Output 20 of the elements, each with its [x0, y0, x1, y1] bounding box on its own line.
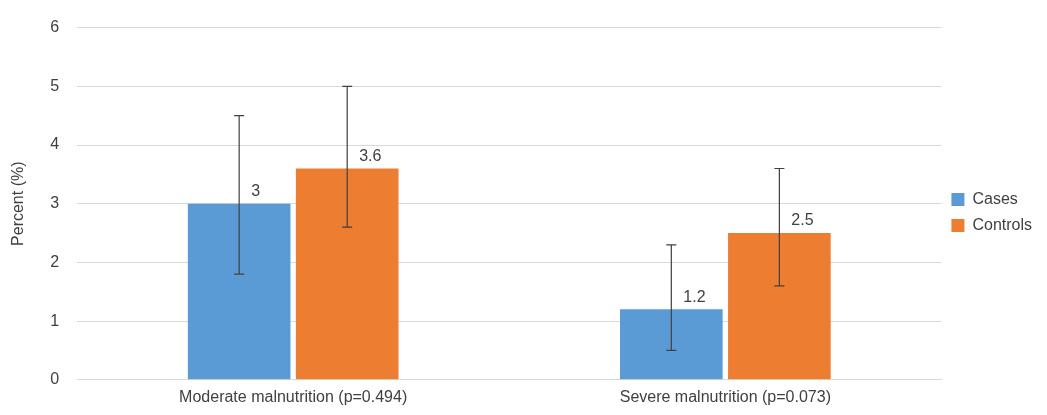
data-label: 1.2 — [683, 287, 706, 305]
legend-label: Controls — [972, 215, 1032, 233]
bar — [728, 233, 831, 380]
x-tick-label: Severe malnutrition (p=0.073) — [619, 387, 831, 405]
x-tick-label: Moderate malnutrition (p=0.494) — [179, 387, 408, 405]
y-tick-label: 0 — [50, 370, 60, 388]
data-label: 2.5 — [791, 211, 814, 229]
y-tick-label: 5 — [50, 76, 60, 94]
bar — [620, 309, 723, 380]
y-tick-label: 1 — [50, 311, 60, 329]
bar — [295, 168, 399, 380]
legend-label: Cases — [972, 189, 1018, 207]
data-label: 3.6 — [359, 146, 382, 164]
y-tick-label: 3 — [50, 194, 60, 212]
y-tick-label: 4 — [50, 135, 60, 153]
bar — [187, 203, 291, 380]
y-axis-title: Percent (%) — [9, 161, 27, 246]
y-tick-label: 2 — [50, 252, 60, 270]
data-label: 3 — [251, 182, 261, 200]
y-tick-label: 6 — [50, 18, 60, 36]
